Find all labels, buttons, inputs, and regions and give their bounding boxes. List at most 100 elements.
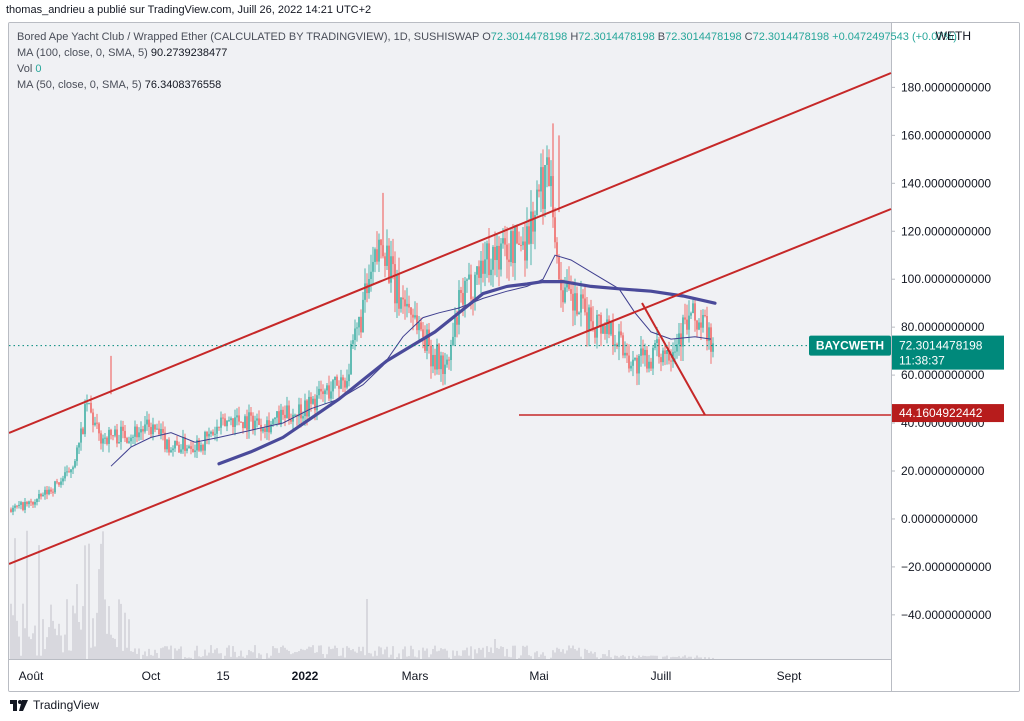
candle-body [258, 418, 260, 425]
candle-body [364, 283, 366, 300]
candle-body [340, 377, 342, 389]
volume-bar [48, 627, 50, 659]
volume-bar [352, 649, 354, 659]
candle-body [676, 344, 678, 352]
volume-bar [448, 657, 450, 659]
price-tick-label: 0.0000000000 [901, 512, 978, 526]
candle-body [300, 404, 302, 419]
volume-bar [642, 655, 644, 659]
candle-body [302, 416, 304, 419]
candle-body [608, 319, 610, 335]
candle-body [600, 315, 602, 334]
volume-bar [282, 645, 284, 659]
candle-body [176, 440, 178, 445]
candle-body [152, 424, 154, 435]
volume-bar [492, 653, 494, 659]
candle-body [588, 307, 590, 332]
volume-bar [526, 645, 528, 659]
volume-bar [324, 657, 326, 659]
volume-bar [620, 655, 622, 659]
time-tick-label: Mai [529, 669, 548, 683]
candle-body [580, 294, 582, 313]
candle-body [706, 316, 708, 342]
candle-body [550, 176, 552, 187]
volume-bar [664, 656, 666, 659]
candle-body [508, 259, 510, 263]
time-tick-label: 2022 [292, 669, 319, 683]
volume-bar [520, 655, 522, 659]
legend-symbol-row[interactable]: Bored Ape Yacht Club / Wrapped Ether (CA… [17, 29, 957, 45]
legend-ma100-row[interactable]: MA (100, close, 0, SMA, 5) 90.2739238477 [17, 45, 957, 61]
candle-body [272, 419, 274, 425]
volume-bar [392, 646, 394, 659]
price-chart[interactable]: 180.0000000000 160.0000000000 140.00000000… [9, 23, 1019, 691]
volume-bar [502, 646, 504, 659]
candle-body [48, 489, 50, 495]
volume-bar [84, 545, 86, 659]
candle-body [436, 344, 438, 370]
candle-body [326, 385, 328, 391]
volume-bar [378, 646, 380, 659]
candle-body [700, 322, 702, 328]
legend-vol-value: 0 [35, 63, 42, 75]
candle-body [460, 290, 462, 293]
candle-body [696, 320, 698, 330]
volume-bar [680, 657, 682, 659]
volume-bar [154, 649, 156, 659]
candle-body [534, 215, 536, 232]
volume-bar [388, 657, 390, 659]
volume-bar [298, 651, 300, 659]
volume-bar [608, 650, 610, 659]
volume-bar [78, 621, 80, 659]
candle-body [112, 435, 114, 437]
tradingview-logo[interactable]: TradingView [10, 698, 99, 712]
candle-body [146, 419, 148, 425]
volume-bar [576, 650, 578, 659]
volume-bar [662, 656, 664, 659]
candle-body [634, 357, 636, 360]
countdown-label: 11:38:37 [899, 354, 945, 368]
time-tick-label: Mars [402, 669, 429, 683]
volume-bar [690, 656, 692, 659]
candle-body [354, 328, 356, 341]
candle-body [606, 319, 608, 334]
volume-bar [186, 657, 188, 659]
volume-bar [152, 655, 154, 659]
volume-bar [130, 651, 132, 659]
volume-bar [194, 650, 196, 659]
legend-ma50-row[interactable]: MA (50, close, 0, SMA, 5) 76.3408376558 [17, 77, 957, 93]
volume-bar [176, 650, 178, 659]
volume-bar [346, 646, 348, 659]
candle-body [604, 325, 606, 334]
volume-bar [90, 647, 92, 659]
volume-bar [136, 653, 138, 659]
volume-bar [562, 649, 564, 659]
volume-bar [700, 657, 702, 659]
legend-vol-row[interactable]: Vol 0 [17, 61, 957, 77]
candle-body [270, 424, 272, 433]
volume-bar [442, 649, 444, 659]
volume-bar [522, 645, 524, 659]
legend-ohlc-value: 72.3014478198 [752, 31, 830, 43]
candle-body [554, 217, 556, 243]
candle-body [50, 489, 52, 492]
volume-bar [648, 656, 650, 659]
volume-bar [200, 657, 202, 659]
volume-bar [320, 645, 322, 659]
volume-bar [242, 656, 244, 659]
volume-bar [534, 652, 536, 659]
volume-bar [456, 650, 458, 659]
candle-body [578, 312, 580, 315]
candle-body [220, 417, 222, 428]
volume-bar [602, 654, 604, 659]
candle-body [484, 259, 486, 274]
candle-body [252, 415, 254, 430]
candle-body [234, 417, 236, 427]
candle-body [698, 322, 700, 330]
volume-bar [70, 650, 72, 659]
volume-bar [138, 648, 140, 659]
volume-bar [382, 654, 384, 659]
chart-container[interactable]: 180.0000000000 160.0000000000 140.00000000… [8, 22, 1020, 692]
candle-body [450, 345, 452, 361]
volume-bar [688, 656, 690, 659]
